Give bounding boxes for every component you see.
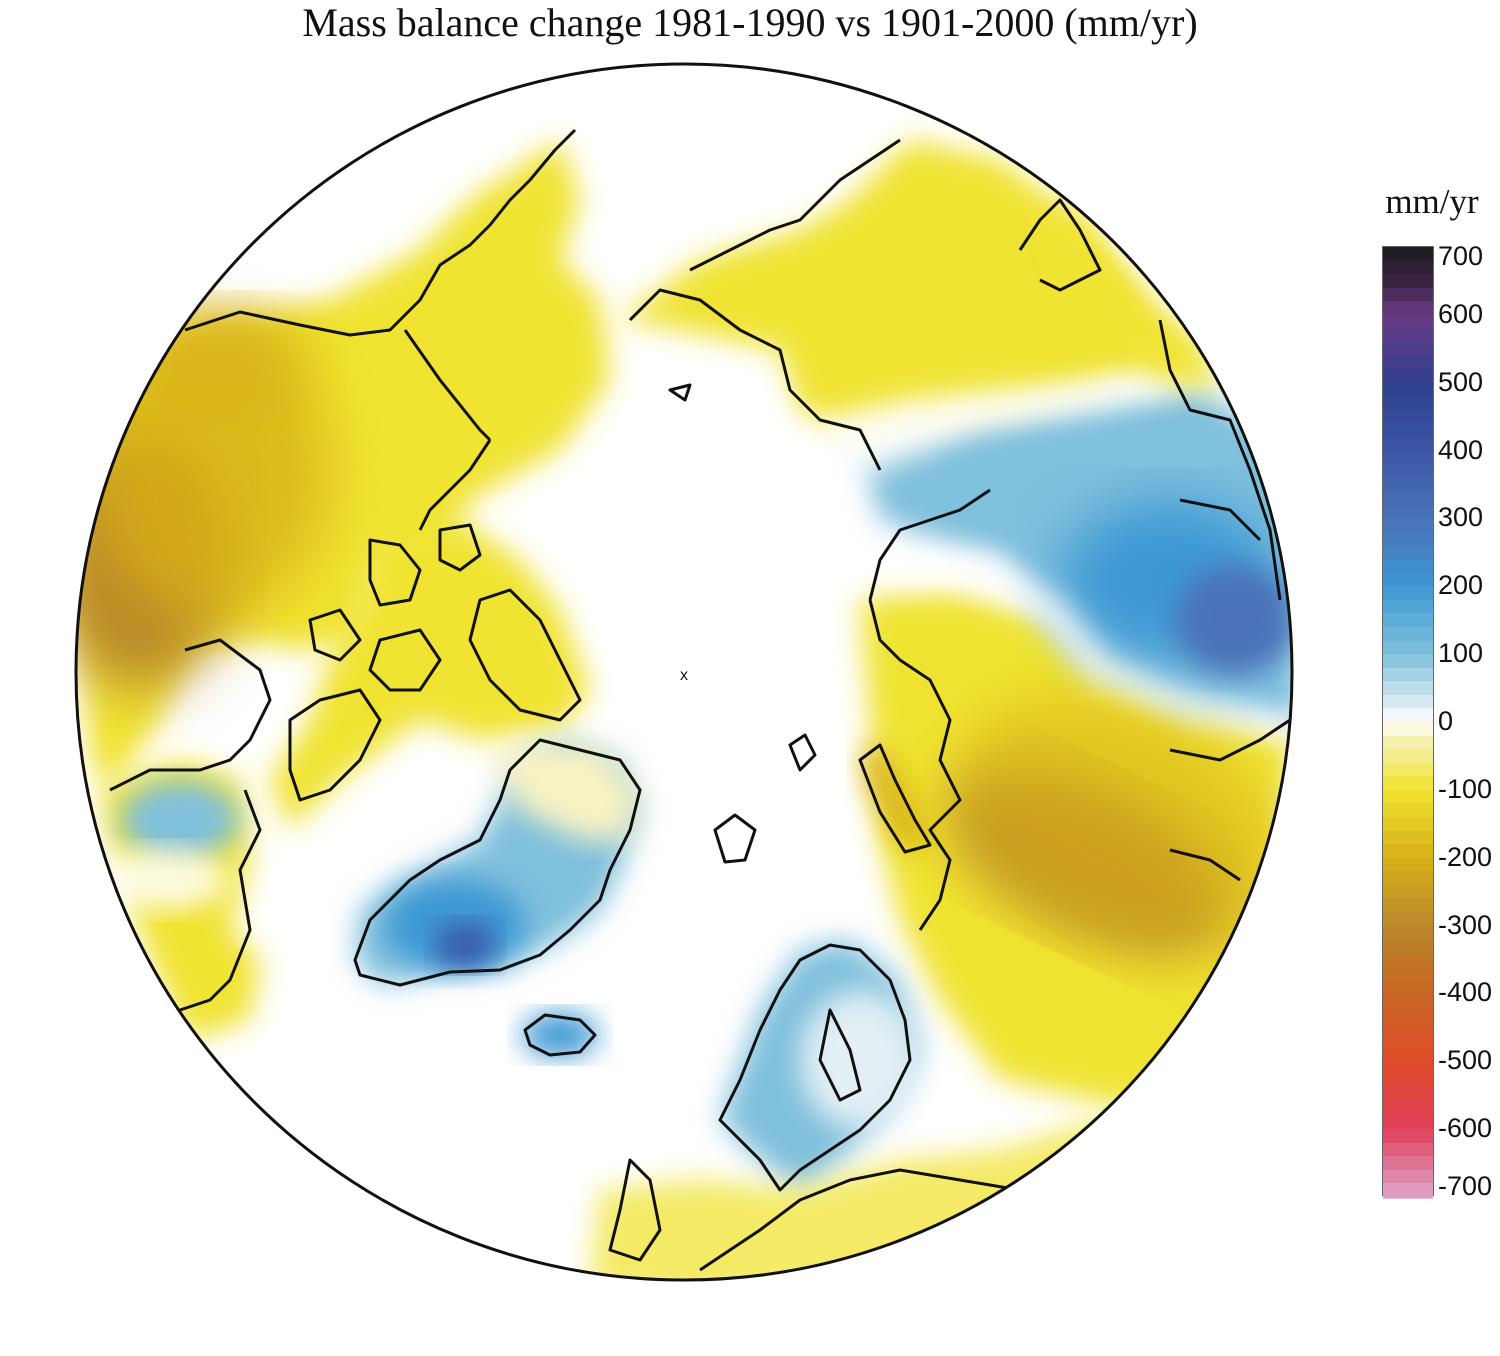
colorbar-step xyxy=(1383,1183,1433,1199)
coast-baltic xyxy=(818,1008,862,1102)
land-iceland xyxy=(522,1013,598,1057)
yellow-north-greenland xyxy=(490,740,640,840)
border-alaska-canada xyxy=(403,329,492,442)
coast-iceland xyxy=(523,1013,597,1057)
border-asia-3 xyxy=(1169,848,1241,882)
land-kamchatka xyxy=(1040,200,1220,390)
coast-chukotka xyxy=(689,138,901,272)
colorbar-tick-label: 700 xyxy=(1438,241,1484,271)
darkblue-east-siberia xyxy=(1175,565,1292,675)
map-title: Mass balance change 1981-1990 vs 1901-20… xyxy=(302,0,1198,45)
colorbar-tick-label: 100 xyxy=(1438,638,1484,669)
white-labrador xyxy=(90,850,230,910)
coast-okhotsk xyxy=(1158,319,1282,601)
coast-svalbard xyxy=(713,813,757,864)
coast-ellesmere xyxy=(468,588,582,722)
legend-unit-label: mm/yr xyxy=(1385,182,1479,221)
coast-greenland xyxy=(353,738,642,987)
dark-greenland-core xyxy=(435,923,495,967)
land-novaya-zemlya xyxy=(860,740,930,850)
coast-hudson-bay xyxy=(109,638,272,792)
white-band-siberia xyxy=(900,555,1290,740)
colorbar-tick-label: 600 xyxy=(1438,298,1484,329)
colorbar-tick-label: -400 xyxy=(1438,977,1493,1008)
coast-archipelago xyxy=(368,538,422,607)
coast-banks-island xyxy=(308,608,362,662)
colorbar-tick-label: -300 xyxy=(1438,909,1493,940)
colorbar-tick-label: -100 xyxy=(1438,773,1493,804)
border-asia-1 xyxy=(1179,498,1262,542)
coast-labrador xyxy=(179,789,262,1012)
colorbar-tick-label: 300 xyxy=(1438,502,1484,533)
blue-labrador xyxy=(120,780,240,860)
colorbar xyxy=(1382,246,1434,1199)
north-pole-marker: x xyxy=(680,667,688,684)
coast-siberia-north xyxy=(868,599,962,931)
ochre-siberia xyxy=(959,697,1281,943)
light-scandinavia xyxy=(800,990,920,1130)
land-fields xyxy=(76,140,1292,1280)
white-band-chukotka xyxy=(820,370,1180,470)
globe-outline xyxy=(74,62,1294,1282)
colorbar-tick-label: -700 xyxy=(1438,1171,1493,1201)
colorbar-tick-label: 0 xyxy=(1438,706,1454,736)
coast-novaya-zemlya xyxy=(858,743,932,854)
colorbar-tick-label: 200 xyxy=(1438,570,1484,601)
coast-alaska-north xyxy=(184,128,577,337)
coast-archipelago-2 xyxy=(438,523,482,572)
coast-scandinavia xyxy=(718,943,912,1192)
coast-uk xyxy=(608,1158,662,1262)
coast-victoria-island xyxy=(368,628,442,692)
colorbar-tick-label: 500 xyxy=(1438,366,1484,397)
coast-franz-josef xyxy=(788,733,817,772)
ochre-yukon xyxy=(130,310,310,410)
coastlines xyxy=(109,128,1291,1272)
colorbar-tick-label: 400 xyxy=(1438,434,1484,465)
land-chukotka xyxy=(620,140,1160,440)
colorbar-tick-label: -500 xyxy=(1438,1045,1493,1076)
coast-taymyr xyxy=(868,488,991,601)
coast-kamchatka xyxy=(1018,198,1102,292)
border-asia-2 xyxy=(1169,718,1291,762)
colorbar-tick-label: -200 xyxy=(1438,841,1493,872)
coast-canada-arctic xyxy=(418,439,492,531)
coast-wrangel xyxy=(668,383,692,402)
coast-east-siberia xyxy=(628,288,882,471)
coast-baffin xyxy=(288,688,382,802)
coast-europe xyxy=(699,1168,1021,1272)
colorbar-tick-label: -600 xyxy=(1438,1113,1493,1144)
